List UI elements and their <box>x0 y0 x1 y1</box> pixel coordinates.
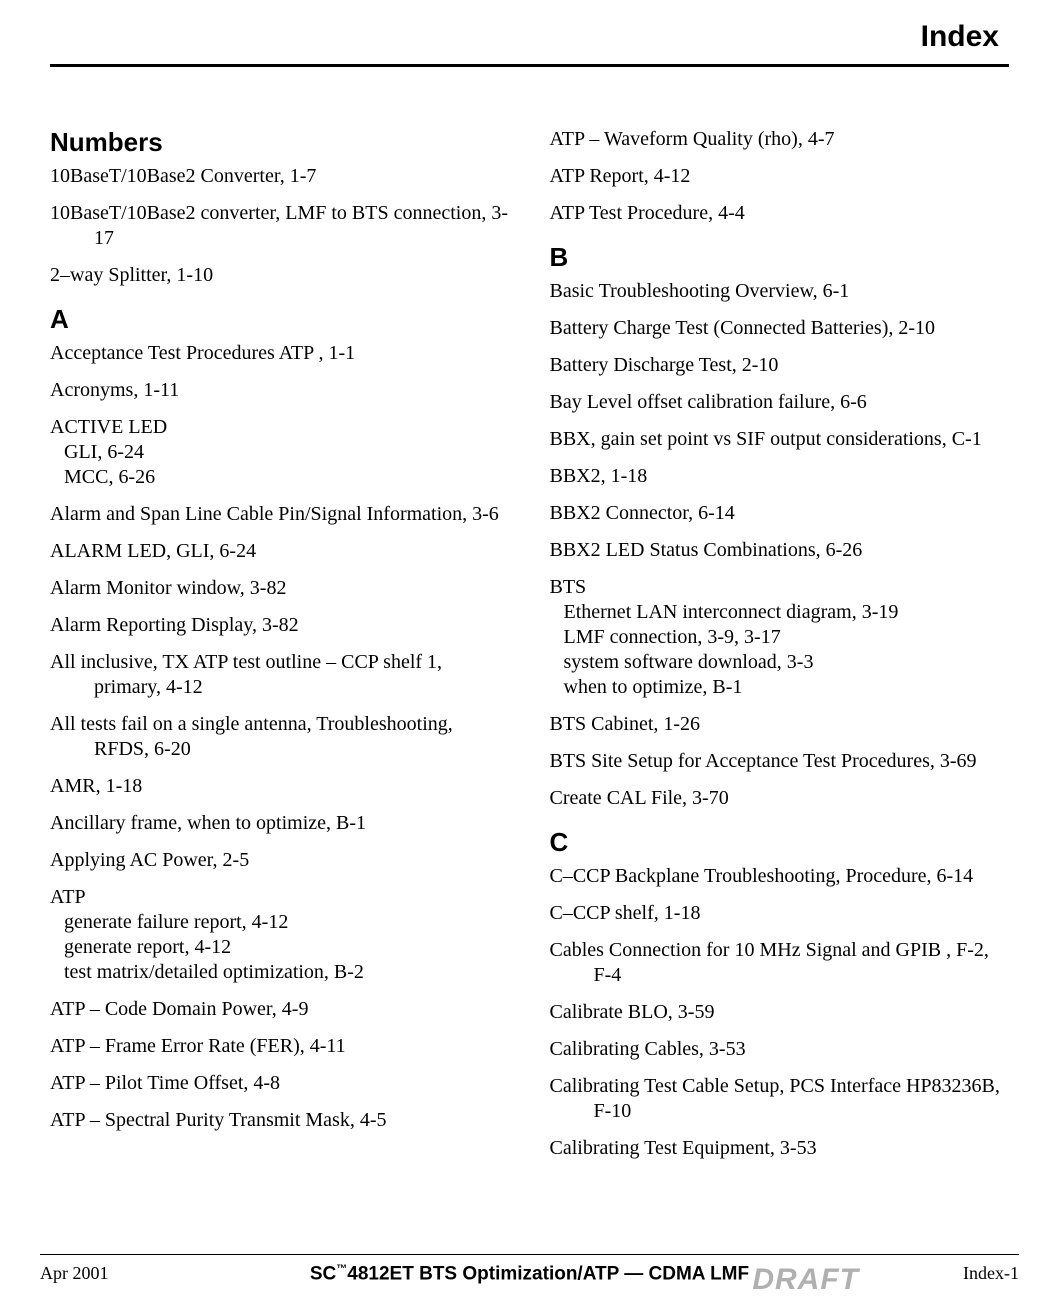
index-entry: Battery Discharge Test, 2-10 <box>550 353 1010 378</box>
index-entry: AMR, 1-18 <box>50 774 510 799</box>
footer-page-number: Index-1 <box>899 1263 1019 1284</box>
trademark-symbol: ™ <box>336 1263 347 1275</box>
section-heading: C <box>550 827 1010 858</box>
index-subentry: MCC, 6-26 <box>50 465 510 490</box>
index-entry: Alarm Reporting Display, 3-82 <box>50 613 510 638</box>
index-entry: ATP – Code Domain Power, 4-9 <box>50 997 510 1022</box>
index-entry-group: BTSEthernet LAN interconnect diagram, 3-… <box>550 575 1010 700</box>
index-subentry: generate failure report, 4-12 <box>50 910 510 935</box>
index-entry: ATP – Waveform Quality (rho), 4-7 <box>550 127 1010 152</box>
index-subentry: test matrix/detailed optimization, B-2 <box>50 960 510 985</box>
index-subentry: generate report, 4-12 <box>50 935 510 960</box>
index-entry: C–CCP shelf, 1-18 <box>550 901 1010 926</box>
footer-date: Apr 2001 <box>40 1263 160 1284</box>
index-entry: ATP <box>50 885 510 910</box>
page-header: Index <box>50 20 1009 67</box>
page-title: Index <box>50 20 999 54</box>
right-column: ATP – Waveform Quality (rho), 4-7 ATP Rep… <box>550 127 1010 1173</box>
index-entry: BBX2 LED Status Combinations, 6-26 <box>550 538 1010 563</box>
index-entry: ATP – Spectral Purity Transmit Mask, 4-5 <box>50 1108 510 1133</box>
index-entry: Cables Connection for 10 MHz Signal and … <box>550 938 1010 988</box>
index-entry: Create CAL File, 3-70 <box>550 786 1010 811</box>
index-entry: Battery Charge Test (Connected Batteries… <box>550 316 1010 341</box>
footer-center-prefix: SC <box>310 1263 336 1284</box>
index-entry: ACTIVE LED <box>50 415 510 440</box>
section-heading: B <box>550 242 1010 273</box>
index-entry: Bay Level offset calibration failure, 6-… <box>550 390 1010 415</box>
section-heading: A <box>50 304 510 335</box>
index-entry: Calibrate BLO, 3-59 <box>550 1000 1010 1025</box>
index-entry: 10BaseT/10Base2 Converter, 1-7 <box>50 164 510 189</box>
left-column: Numbers 10BaseT/10Base2 Converter, 1-7 10B… <box>50 127 510 1173</box>
index-subentry: system software download, 3-3 <box>550 650 1010 675</box>
index-entry: ATP – Frame Error Rate (FER), 4-11 <box>50 1034 510 1059</box>
index-entry: BBX, gain set point vs SIF output consid… <box>550 427 1010 452</box>
index-entry: ATP Report, 4-12 <box>550 164 1010 189</box>
index-entry: Acronyms, 1-11 <box>50 378 510 403</box>
index-entry: All tests fail on a single antenna, Trou… <box>50 712 510 762</box>
index-entry: BBX2 Connector, 6-14 <box>550 501 1010 526</box>
footer-doc-title: SC™4812ET BTS Optimization/ATP — CDMA LM… <box>160 1263 899 1285</box>
index-entry: ATP Test Procedure, 4-4 <box>550 201 1010 226</box>
index-content: Numbers 10BaseT/10Base2 Converter, 1-7 10B… <box>50 127 1009 1173</box>
page-footer: Apr 2001 SC™4812ET BTS Optimization/ATP … <box>40 1254 1019 1285</box>
index-entry: ALARM LED, GLI, 6-24 <box>50 539 510 564</box>
index-entry: Applying AC Power, 2-5 <box>50 848 510 873</box>
index-entry: BTS Cabinet, 1-26 <box>550 712 1010 737</box>
footer-center-suffix: 4812ET BTS Optimization/ATP — CDMA LMF <box>347 1263 749 1284</box>
index-entry: Calibrating Test Cable Setup, PCS Interf… <box>550 1074 1010 1124</box>
index-subentry: LMF connection, 3-9, 3-17 <box>550 625 1010 650</box>
index-entry: C–CCP Backplane Troubleshooting, Procedu… <box>550 864 1010 889</box>
index-subentry: GLI, 6-24 <box>50 440 510 465</box>
index-entry: Calibrating Test Equipment, 3-53 <box>550 1136 1010 1161</box>
index-entry: Alarm Monitor window, 3-82 <box>50 576 510 601</box>
index-entry: Acceptance Test Procedures ATP , 1-1 <box>50 341 510 366</box>
index-entry: BBX2, 1-18 <box>550 464 1010 489</box>
index-entry: All inclusive, TX ATP test outline – CCP… <box>50 650 510 700</box>
index-entry: BTS Site Setup for Acceptance Test Proce… <box>550 749 1010 774</box>
index-entry: 10BaseT/10Base2 converter, LMF to BTS co… <box>50 201 510 251</box>
index-entry: ATP – Pilot Time Offset, 4-8 <box>50 1071 510 1096</box>
index-entry: BTS <box>550 575 1010 600</box>
index-subentry: Ethernet LAN interconnect diagram, 3-19 <box>550 600 1010 625</box>
index-entry: Calibrating Cables, 3-53 <box>550 1037 1010 1062</box>
index-entry: Basic Troubleshooting Overview, 6-1 <box>550 279 1010 304</box>
index-subentry: when to optimize, B-1 <box>550 675 1010 700</box>
index-entry-group: ATPgenerate failure report, 4-12generate… <box>50 885 510 985</box>
index-entry: Ancillary frame, when to optimize, B-1 <box>50 811 510 836</box>
index-entry-group: ACTIVE LEDGLI, 6-24MCC, 6-26 <box>50 415 510 490</box>
section-heading: Numbers <box>50 127 510 158</box>
footer-row: Apr 2001 SC™4812ET BTS Optimization/ATP … <box>40 1263 1019 1285</box>
index-entry: 2–way Splitter, 1-10 <box>50 263 510 288</box>
index-entry: Alarm and Span Line Cable Pin/Signal Inf… <box>50 502 510 527</box>
